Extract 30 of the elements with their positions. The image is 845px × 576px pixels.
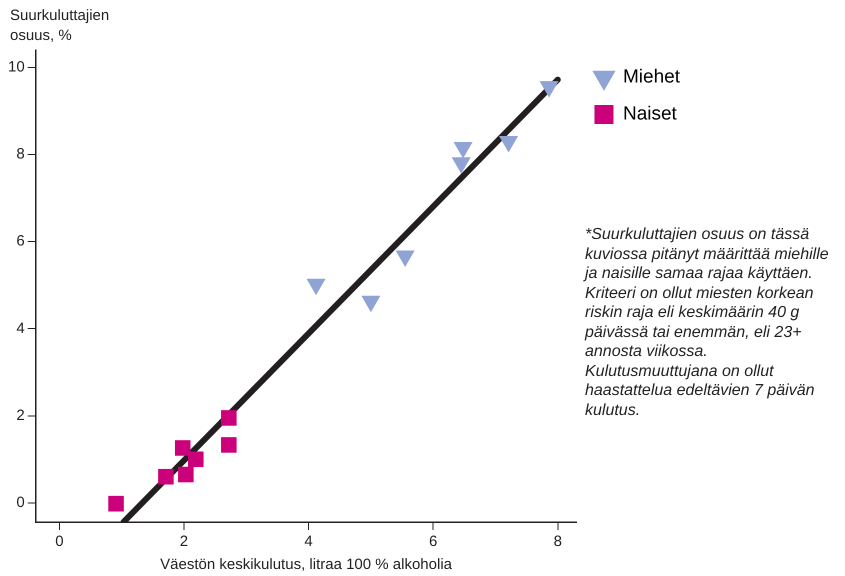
point bbox=[108, 496, 124, 512]
y-tick-label: 8 bbox=[16, 146, 25, 163]
x-tick-label: 8 bbox=[554, 533, 562, 550]
y-tick-label: 10 bbox=[8, 58, 25, 76]
x-tick-label: 4 bbox=[304, 533, 313, 550]
y-tick-label: 6 bbox=[16, 232, 25, 250]
point bbox=[396, 250, 415, 267]
point bbox=[499, 136, 518, 152]
legend-label: Naiset bbox=[622, 104, 678, 125]
y-axis-title: Suurkuluttajien osuus, % bbox=[10, 6, 110, 46]
legend-label: Miehet bbox=[622, 66, 681, 88]
point bbox=[221, 437, 237, 453]
point bbox=[221, 410, 237, 426]
point bbox=[306, 278, 326, 296]
point bbox=[158, 468, 174, 484]
point bbox=[540, 81, 559, 98]
point bbox=[452, 157, 471, 174]
y-tick-label: 2 bbox=[16, 406, 25, 424]
point bbox=[174, 440, 190, 456]
y-tick-label: 4 bbox=[16, 320, 25, 337]
x-tick-label: 6 bbox=[429, 533, 438, 550]
point bbox=[188, 452, 204, 468]
point bbox=[361, 296, 380, 312]
point bbox=[178, 466, 194, 482]
x-tick-label: 2 bbox=[180, 533, 188, 550]
point bbox=[454, 142, 473, 159]
y-tick-label: 0 bbox=[16, 494, 25, 511]
x-tick-label: 0 bbox=[55, 533, 64, 550]
text: *Suurkuluttajien osuus on tässä kuviossa pitänyt määrittää miehille ja naisille samaa rajaa käyttäen. Kriteeri on ollut miesten korkean riskin raja eli keskimäärin 40 g päivässä tai enemmän, eli 23+ annosta viikossa. Kulutusmuuttujana on ollut haastattelua edeltävien 7 päivän kulutus. bbox=[585, 226, 829, 418]
x-axis-title: Väestön keskikulutus, litraa 100 % alkoholia bbox=[160, 556, 453, 574]
